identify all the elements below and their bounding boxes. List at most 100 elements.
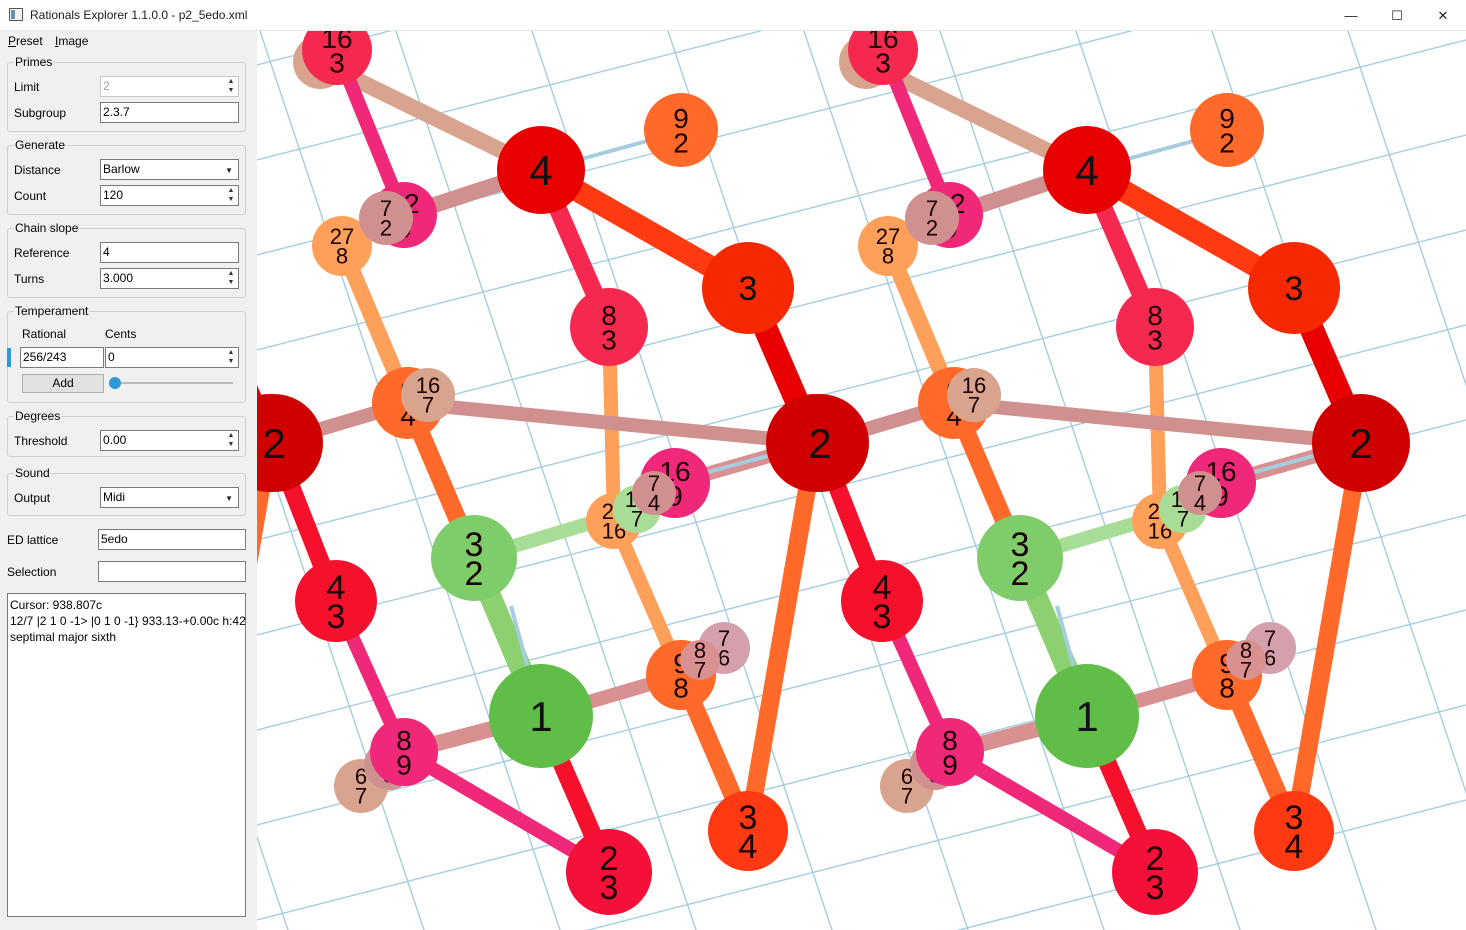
minimize-button[interactable]: —: [1328, 0, 1374, 31]
node-label: 2: [808, 420, 831, 467]
close-button[interactable]: ✕: [1420, 0, 1466, 31]
lattice-node: [370, 718, 438, 786]
node-numerator: 8: [396, 725, 412, 756]
chain-slope-group: Chain slope: [7, 221, 246, 298]
node-numerator: 8: [1240, 638, 1252, 663]
cursor-info: Cursor: 938.807c: [10, 598, 103, 612]
node-numerator: 7: [380, 196, 392, 221]
node-numerator: 16: [867, 31, 898, 54]
rational-column-header: Rational: [22, 327, 67, 341]
cents-stepper[interactable]: 0 ▲ ▼: [105, 347, 239, 368]
info-textbox[interactable]: Cursor: 938.807c 12/7 |2 1 0 -1> |0 1 0 …: [7, 593, 246, 917]
lattice-node: [401, 368, 455, 422]
node-denominator: 3: [1147, 324, 1163, 355]
row-selection-marker: [7, 348, 11, 367]
subgroup-field[interactable]: 2.3.7: [100, 102, 239, 123]
threshold-spin[interactable]: ▲ ▼: [225, 432, 237, 449]
node-numerator: 6: [355, 764, 367, 789]
menu-bar: Preset Image: [0, 31, 257, 51]
minimize-icon: —: [1344, 8, 1358, 23]
node-denominator: 8: [673, 672, 689, 703]
selection-field[interactable]: [98, 561, 246, 582]
lattice-node: [848, 31, 918, 85]
node-denominator: 8: [336, 244, 348, 269]
lattice-node: [977, 515, 1063, 601]
temperament-group-title: Temperament: [14, 304, 90, 318]
lattice-node: [359, 191, 413, 245]
node-denominator: 6: [1264, 646, 1276, 671]
node-numerator: 4: [327, 569, 346, 607]
node-numerator: 3: [1011, 526, 1030, 564]
node-denominator: 4: [648, 491, 660, 516]
primes-group: Primes: [7, 55, 246, 132]
node-denominator: 2: [380, 216, 392, 241]
edo-grid-line: [259, 31, 561, 930]
node-numerator: 7: [926, 196, 938, 221]
lattice-node: [431, 515, 517, 601]
count-spin[interactable]: ▲ ▼: [225, 187, 237, 204]
node-label: 1: [1075, 693, 1098, 740]
lattice-node: [1112, 829, 1198, 915]
node-denominator: 7: [901, 784, 913, 809]
lattice-svg[interactable]: 2334421323433423928394982782716127167169…: [257, 31, 1466, 930]
edo-grid-line: [395, 31, 697, 930]
rational-field[interactable]: 256/243: [20, 347, 104, 368]
menu-image-accelerator: I: [55, 34, 59, 48]
node-denominator: 7: [355, 784, 367, 809]
interval-info: 12/7 |2 1 0 -1> |0 1 0 -1} 933.13-+0.00c…: [10, 614, 246, 628]
node-numerator: 8: [942, 725, 958, 756]
distance-value: Barlow: [103, 162, 140, 176]
node-numerator: 4: [873, 569, 892, 607]
node-numerator: 16: [962, 373, 986, 398]
node-label: 3: [1285, 270, 1304, 308]
count-stepper[interactable]: 120 ▲ ▼: [100, 185, 239, 206]
cents-slider-track[interactable]: [113, 382, 233, 384]
node-denominator: 3: [875, 47, 891, 78]
node-numerator: 7: [648, 471, 660, 496]
lattice-canvas[interactable]: 2334421323433423928394982782716127167169…: [257, 31, 1466, 930]
chevron-down-icon: ▼: [225, 494, 233, 503]
generate-group: Generate: [7, 138, 246, 215]
limit-stepper[interactable]: 2 ▲ ▼: [100, 76, 239, 97]
edo-grid-line: [257, 514, 1466, 826]
node-denominator: 2: [673, 127, 689, 158]
lattice-node: [702, 242, 794, 334]
menu-image[interactable]: Image: [55, 34, 88, 48]
lattice-node: [489, 664, 593, 768]
node-denominator: 3: [327, 598, 346, 636]
control-panel: Preset Image Primes Limit 2 ▲ ▼ Subgroup …: [0, 31, 257, 930]
turns-spin[interactable]: ▲ ▼: [225, 270, 237, 287]
lattice-node: [632, 471, 676, 515]
temperament-group: Temperament: [7, 304, 246, 403]
node-numerator: 7: [1194, 471, 1206, 496]
cents-slider-thumb[interactable]: [109, 377, 121, 389]
node-denominator: 3: [601, 324, 617, 355]
menu-preset[interactable]: Preset: [8, 34, 43, 48]
menu-preset-label: reset: [16, 34, 43, 48]
maximize-button[interactable]: ☐: [1374, 0, 1420, 31]
cents-spin[interactable]: ▲ ▼: [225, 349, 237, 366]
limit-spin[interactable]: ▲ ▼: [225, 78, 237, 95]
reference-label: Reference: [14, 246, 70, 260]
cents-value: 0: [108, 350, 115, 364]
node-numerator: 8: [694, 638, 706, 663]
node-label: 2: [1349, 420, 1372, 467]
output-select[interactable]: Midi ▼: [100, 487, 239, 508]
lattice-node: [905, 191, 959, 245]
reference-field[interactable]: 4: [100, 242, 239, 263]
subgroup-label: Subgroup: [14, 106, 67, 120]
spin-up-icon: ▲: [227, 349, 235, 356]
lattice-node: [1226, 640, 1266, 680]
add-button[interactable]: Add: [22, 374, 104, 393]
node-denominator: 7: [1240, 658, 1252, 683]
lattice-node: [916, 718, 984, 786]
threshold-stepper[interactable]: 0.00 ▲ ▼: [100, 430, 239, 451]
spin-down-icon: ▼: [227, 87, 235, 94]
turns-stepper[interactable]: 3.000 ▲ ▼: [100, 268, 239, 289]
lattice-node: [1178, 471, 1222, 515]
output-label: Output: [14, 491, 51, 505]
distance-select[interactable]: Barlow ▼: [100, 159, 239, 180]
ed-lattice-field[interactable]: 5edo: [98, 529, 246, 550]
degrees-group-title: Degrees: [14, 409, 62, 423]
spin-down-icon: ▼: [227, 196, 235, 203]
